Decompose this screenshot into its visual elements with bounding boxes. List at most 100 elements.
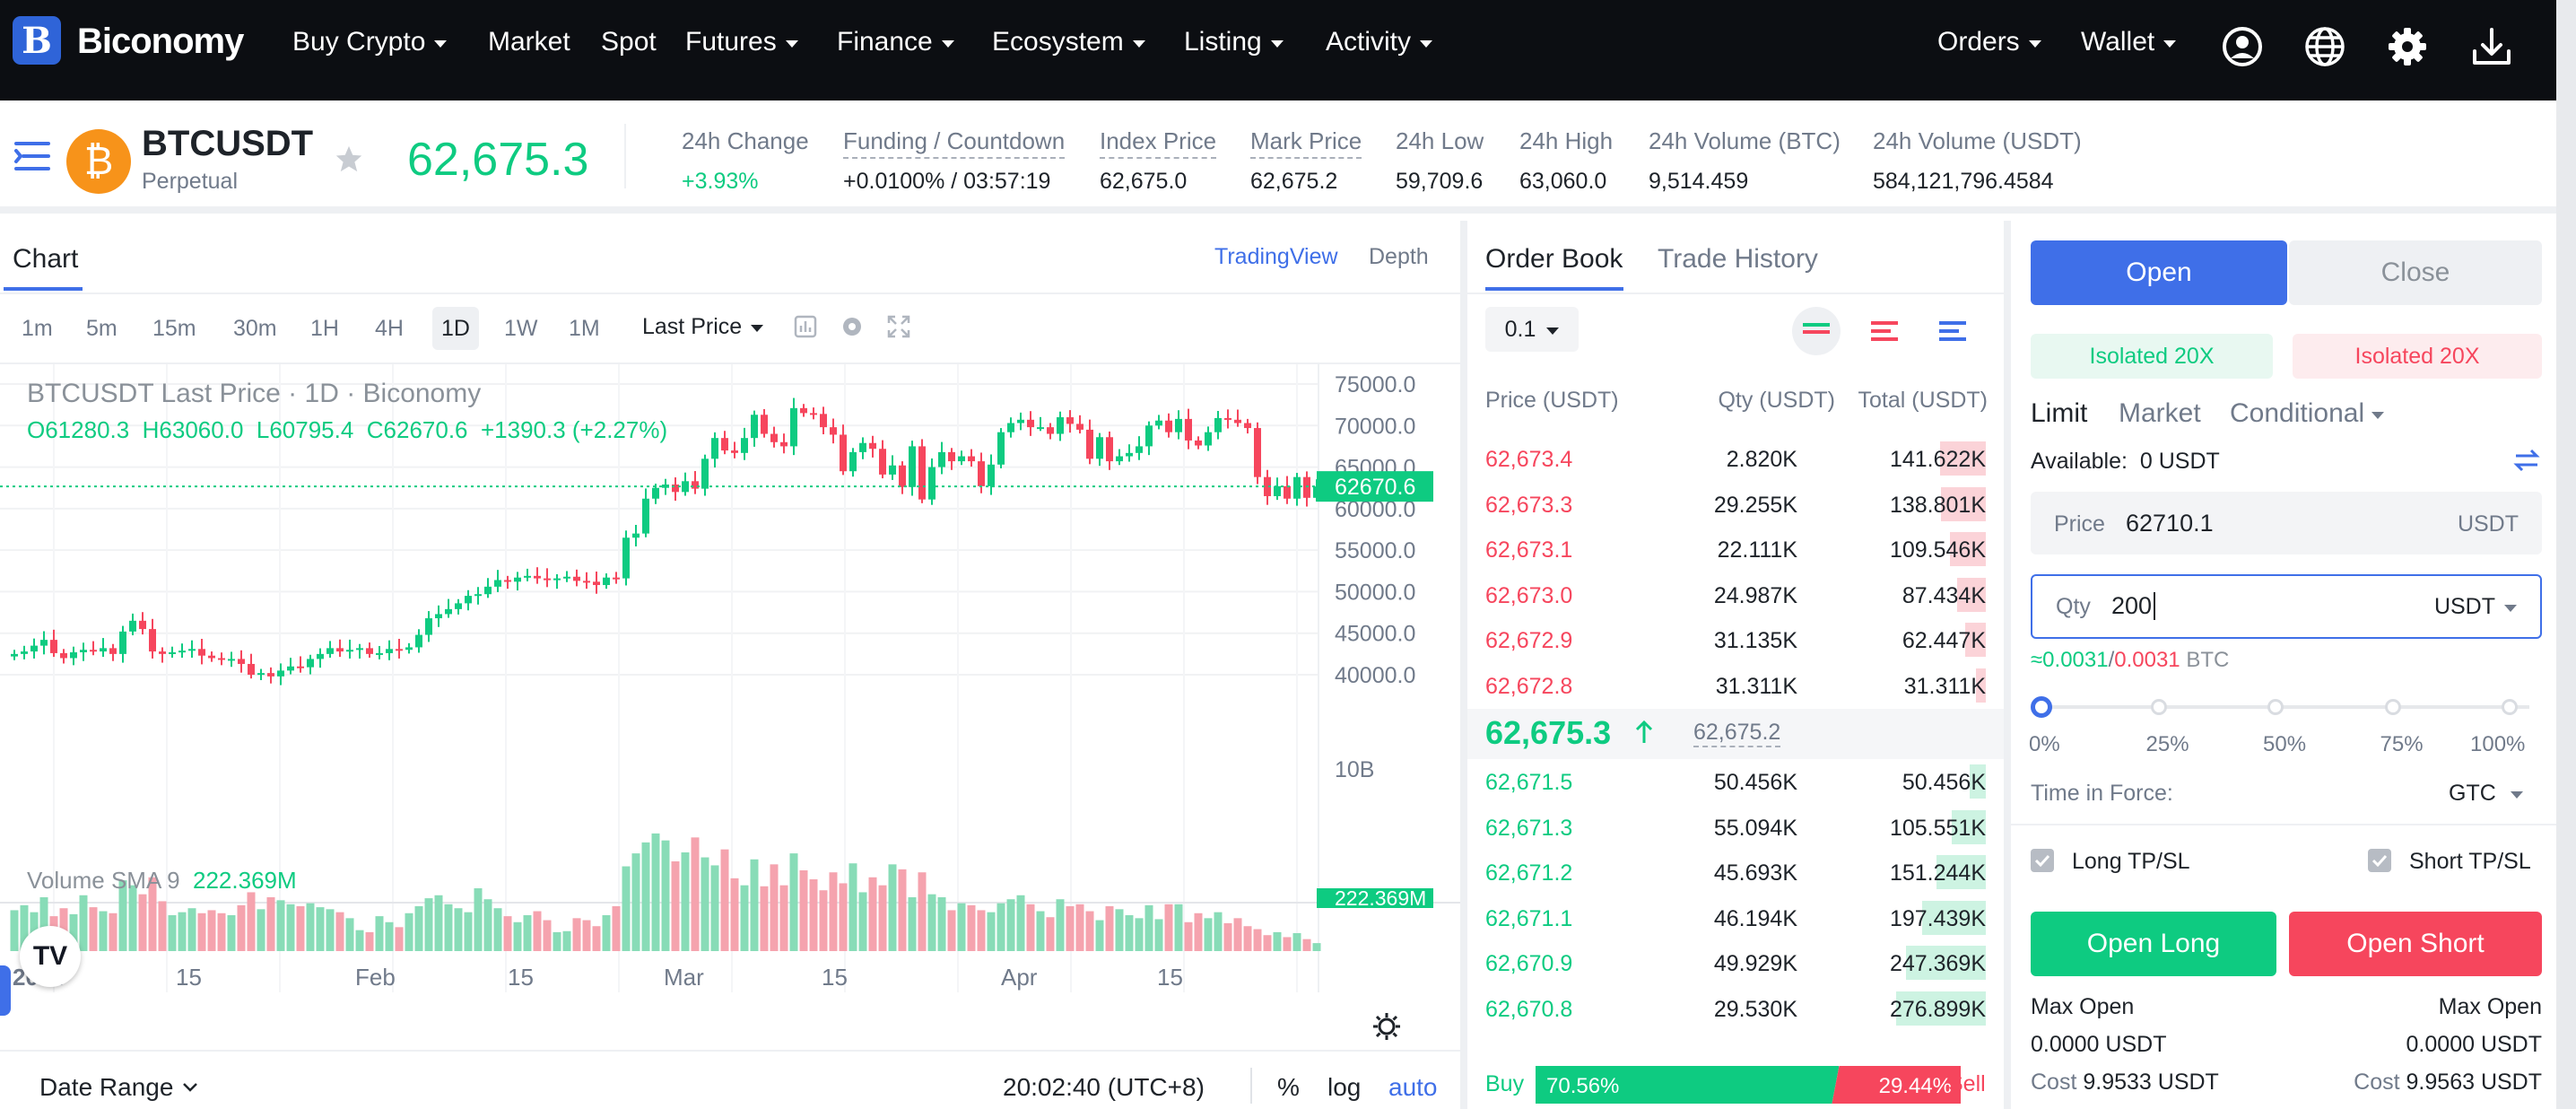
candle xyxy=(899,461,906,494)
interval-4H[interactable]: 4H xyxy=(375,316,404,341)
orderbook-row[interactable]: 62,673.0 24.987K 87.434K xyxy=(1467,572,2006,617)
nav-item[interactable]: Buy Crypto xyxy=(292,27,448,57)
candle xyxy=(770,426,778,448)
price-input[interactable]: Price 62710.1 USDT xyxy=(2031,492,2542,554)
row-total: 50.456K xyxy=(1902,770,1986,795)
interval-1W[interactable]: 1W xyxy=(504,316,538,341)
slider-mark[interactable] xyxy=(2267,699,2284,715)
chart-settings-icon[interactable] xyxy=(840,314,865,344)
qty-slider[interactable]: 0% 25% 50% 75% 100% xyxy=(2029,691,2542,772)
orderbook-row[interactable]: 62,672.9 31.135K 62.447K xyxy=(1467,617,2006,662)
slider-mark[interactable] xyxy=(2502,699,2518,715)
orderbook-row[interactable]: 62,673.1 22.111K 109.546K xyxy=(1467,527,2006,572)
book-both-icon[interactable] xyxy=(1792,307,1841,355)
user-icon[interactable] xyxy=(2219,23,2266,70)
short-tpsl-label: Short TP/SL xyxy=(2409,849,2531,874)
orderbook-row[interactable]: 62,672.8 31.311K 31.311K xyxy=(1467,663,2006,708)
order-type-conditional[interactable]: Conditional xyxy=(2230,398,2385,429)
side-handle-icon[interactable] xyxy=(0,965,11,1016)
view-tradingview[interactable]: TradingView xyxy=(1214,244,1338,269)
menu-toggle-icon[interactable] xyxy=(13,138,52,179)
open-short-button[interactable]: Open Short xyxy=(2289,912,2542,976)
orderbook-row[interactable]: 62,670.9 49.929K 247.369K xyxy=(1467,940,2006,985)
gear-icon[interactable] xyxy=(2384,23,2431,70)
divider xyxy=(0,1050,1460,1052)
stat-label[interactable]: Funding / Countdown xyxy=(843,127,1066,159)
price-value[interactable]: 62710.1 xyxy=(2126,510,2214,537)
interval-1D[interactable]: 1D xyxy=(432,307,479,350)
percent-scale-toggle[interactable]: % xyxy=(1277,1073,1300,1101)
nav-right-item[interactable]: Orders xyxy=(1937,27,2041,57)
candle xyxy=(1274,477,1281,501)
stat-label[interactable]: Mark Price xyxy=(1250,127,1362,159)
symbol-name[interactable]: BTCUSDT xyxy=(142,124,314,163)
nav-item[interactable]: Finance xyxy=(837,27,954,57)
tab-trade-history[interactable]: Trade History xyxy=(1658,244,1818,274)
globe-icon[interactable] xyxy=(2302,23,2348,70)
slider-mark[interactable] xyxy=(2384,699,2401,715)
auto-scale-toggle[interactable]: auto xyxy=(1388,1073,1438,1101)
date-range-select[interactable]: Date Range xyxy=(39,1073,198,1102)
orderbook-row[interactable]: 62,671.1 46.194K 197.439K xyxy=(1467,895,2006,940)
nav-item[interactable]: Spot xyxy=(601,27,657,57)
orderbook-row[interactable]: 62,671.5 50.456K 50.456K xyxy=(1467,759,2006,804)
open-long-button[interactable]: Open Long xyxy=(2031,912,2276,976)
margin-mode-short-button[interactable]: Isolated 20X xyxy=(2293,334,2542,379)
order-type-limit[interactable]: Limit xyxy=(2031,398,2088,428)
tab-order-book[interactable]: Order Book xyxy=(1485,244,1623,274)
page-scrollbar[interactable] xyxy=(2556,0,2576,1109)
x-tick-label: 15 xyxy=(508,964,534,991)
log-scale-toggle[interactable]: log xyxy=(1327,1073,1362,1101)
tradingview-logo-icon[interactable]: TV xyxy=(20,926,81,987)
orderbook-row[interactable]: 62,671.2 45.693K 151.244K xyxy=(1467,850,2006,895)
margin-mode-long-button[interactable]: Isolated 20X xyxy=(2031,334,2273,379)
nav-item[interactable]: Activity xyxy=(1326,27,1433,57)
interval-1H[interactable]: 1H xyxy=(310,316,339,341)
nav-item[interactable]: Futures xyxy=(685,27,798,57)
tab-indicator xyxy=(1485,287,1623,291)
open-tab-button[interactable]: Open xyxy=(2031,240,2287,305)
orderbook-row[interactable]: 62,673.3 29.255K 138.801K xyxy=(1467,482,2006,527)
interval-1M[interactable]: 1M xyxy=(569,316,600,341)
transfer-icon[interactable] xyxy=(2513,447,2540,478)
fullscreen-icon[interactable] xyxy=(886,314,911,344)
interval-5m[interactable]: 5m xyxy=(86,316,117,341)
stat-label[interactable]: Index Price xyxy=(1100,127,1217,159)
orderbook-row[interactable]: 62,671.3 55.094K 105.551K xyxy=(1467,805,2006,850)
price-type-select[interactable]: Last Price xyxy=(642,314,764,340)
download-icon[interactable] xyxy=(2468,23,2515,70)
book-bids-icon[interactable] xyxy=(1928,307,1977,355)
favorite-star-icon[interactable] xyxy=(334,144,364,179)
tif-select[interactable]: GTC xyxy=(2449,781,2523,807)
view-depth[interactable]: Depth xyxy=(1369,244,1429,269)
slider-mark[interactable] xyxy=(2150,699,2167,715)
price-chart[interactable]: 75000.070000.065000.060000.055000.050000… xyxy=(0,364,1460,992)
order-type-market[interactable]: Market xyxy=(2119,398,2201,428)
indicators-icon[interactable] xyxy=(793,314,818,344)
interval-30m[interactable]: 30m xyxy=(233,316,277,341)
book-asks-icon[interactable] xyxy=(1860,307,1909,355)
candle xyxy=(346,639,353,659)
qty-value[interactable]: 200 xyxy=(2111,592,2156,620)
nav-item[interactable]: Market xyxy=(488,27,570,57)
interval-15m[interactable]: 15m xyxy=(152,316,196,341)
short-tpsl-checkbox[interactable] xyxy=(2368,849,2391,872)
volume-bar xyxy=(454,908,463,951)
orderbook-row[interactable]: 62,673.4 2.820K 141.622K xyxy=(1467,436,2006,481)
nav-item[interactable]: Listing xyxy=(1184,27,1284,57)
qty-input[interactable]: Qty 200 USDT xyxy=(2031,574,2542,639)
close-tab-button[interactable]: Close xyxy=(2289,240,2542,305)
volume-bar xyxy=(710,865,719,951)
long-tpsl-checkbox[interactable] xyxy=(2031,849,2054,872)
slider-mark[interactable] xyxy=(2031,696,2052,718)
brand-name[interactable]: Biconomy xyxy=(77,22,244,61)
nav-item[interactable]: Ecosystem xyxy=(992,27,1145,57)
orderbook-row[interactable]: 62,670.8 29.530K 276.899K xyxy=(1467,986,2006,1031)
precision-select[interactable]: 0.1 xyxy=(1485,307,1579,352)
tab-chart[interactable]: Chart xyxy=(13,244,79,274)
nav-right-item[interactable]: Wallet xyxy=(2081,27,2177,57)
biconomy-logo-icon[interactable]: B xyxy=(13,16,61,65)
interval-1m[interactable]: 1m xyxy=(22,316,53,341)
chart-time-settings-icon[interactable] xyxy=(1371,1010,1403,1047)
qty-unit-select[interactable]: USDT xyxy=(2434,594,2517,620)
